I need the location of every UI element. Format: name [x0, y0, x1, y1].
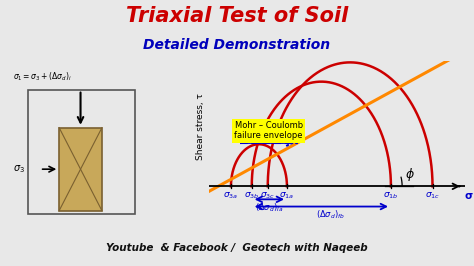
Text: $\sigma_3$: $\sigma_3$: [12, 163, 25, 175]
Text: Mohr – Coulomb
failure envelope: Mohr – Coulomb failure envelope: [235, 121, 303, 140]
Text: $(\Delta\sigma_d)_{Ia}$: $(\Delta\sigma_d)_{Ia}$: [255, 201, 283, 214]
Text: $\sigma_{3b}$: $\sigma_{3b}$: [244, 190, 259, 201]
Text: $\sigma_{1c}$: $\sigma_{1c}$: [425, 190, 440, 201]
Text: $\sigma_{3a}$: $\sigma_{3a}$: [223, 190, 238, 201]
Text: Shear stress, τ: Shear stress, τ: [196, 93, 205, 160]
Text: Youtube  & Facebook /  Geotech with Naqeeb: Youtube & Facebook / Geotech with Naqeeb: [106, 243, 368, 253]
Text: Detailed Demonstration: Detailed Demonstration: [144, 38, 330, 52]
Text: Triaxial Test of Soil: Triaxial Test of Soil: [126, 6, 348, 26]
Text: $\sigma_1 = \sigma_3 + (\Delta\sigma_d)_i$: $\sigma_1 = \sigma_3 + (\Delta\sigma_d)_…: [12, 70, 72, 83]
Text: $\sigma_{1b}$: $\sigma_{1b}$: [383, 190, 399, 201]
Text: σ or σ': σ or σ': [465, 191, 474, 201]
Text: $(\Delta\sigma_d)_{fb}$: $(\Delta\sigma_d)_{fb}$: [316, 209, 346, 221]
Text: ϕ: ϕ: [405, 168, 414, 181]
Text: $\sigma_{3c}$: $\sigma_{3c}$: [260, 190, 275, 201]
Text: $\sigma_{1a}$: $\sigma_{1a}$: [279, 190, 294, 201]
